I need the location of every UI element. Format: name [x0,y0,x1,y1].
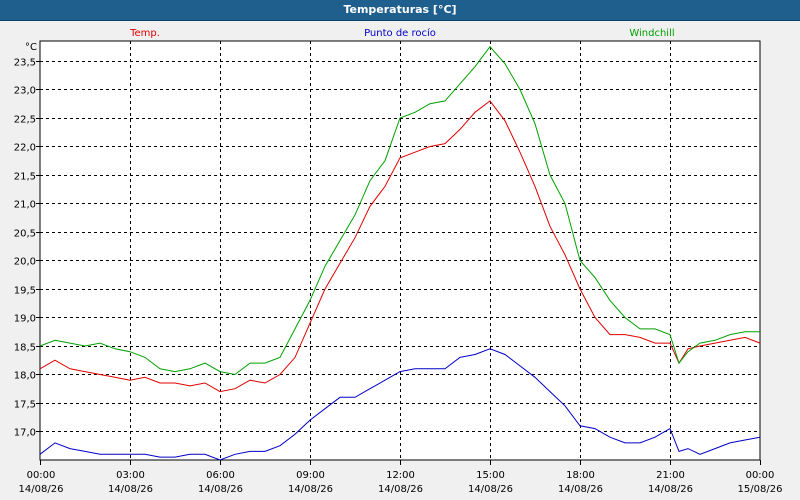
x-tick-date: 14/08/26 [468,484,513,495]
x-tick-time: 00:00 [27,470,56,481]
y-tick-label: 23,0 [14,86,36,97]
y-tick-label: 19,5 [14,286,36,297]
chart-title: Temperaturas [°C] [0,0,800,21]
temperature-chart: 17,0 17,5 18,0 18,5 19,0 19,5 20,0 20,5 21,0 21,5… [14,27,783,495]
y-tick-label: 22,0 [14,143,36,154]
y-axis-unit: °C [25,42,37,53]
x-tick-date: 14/08/26 [108,484,153,495]
x-tick-time: 03:00 [116,470,145,481]
y-tick-label: 21,0 [14,200,36,211]
x-axis-ticks: 00:00 14/08/26 03:00 14/08/26 06:00 14/08/26 0… [19,460,783,495]
x-tick-date: 14/08/26 [648,484,693,495]
x-tick-time: 21:00 [656,470,685,481]
legend-windchill: Windchill [629,28,674,39]
y-tick-label: 18,5 [14,343,36,354]
grid-lines [40,41,760,460]
x-tick-time: 15:00 [476,470,505,481]
x-tick-time: 00:00 [746,470,775,481]
series-line-dewpoint [39,348,761,461]
y-tick-label: 20,0 [14,257,36,268]
x-tick-date: 14/08/26 [198,484,243,495]
x-tick-time: 06:00 [206,470,235,481]
y-axis-ticks: 17,0 17,5 18,0 18,5 19,0 19,5 20,0 20,5 21,0 21,5… [14,58,40,439]
series-line-temp [39,100,761,393]
y-tick-label: 21,5 [14,172,36,183]
y-tick-label: 19,0 [14,314,36,325]
x-tick-time: 09:00 [296,470,325,481]
y-tick-label: 23,5 [14,58,36,69]
x-tick-date: 14/08/26 [378,484,423,495]
x-tick-date: 14/08/26 [288,484,333,495]
legend-temp: Temp. [129,28,160,39]
y-tick-label: 17,5 [14,400,36,411]
legend-dewpoint: Punto de rocío [364,27,436,39]
x-tick-time: 12:00 [386,470,415,481]
x-tick-time: 18:00 [566,470,595,481]
x-tick-date: 14/08/26 [558,484,603,495]
y-tick-label: 18,0 [14,371,36,382]
series-lines [39,45,761,461]
series-line-windchill [39,45,760,376]
y-tick-label: 17,0 [14,428,36,439]
x-tick-date: 15/08/26 [738,484,783,495]
x-tick-date: 14/08/26 [19,484,64,495]
y-tick-label: 20,5 [14,229,36,240]
y-tick-label: 22,5 [14,115,36,126]
